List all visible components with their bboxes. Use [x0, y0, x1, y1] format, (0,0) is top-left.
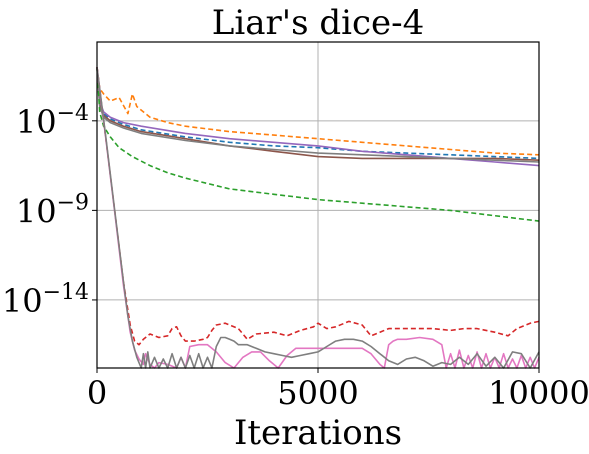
x-tick-label-2: 10000 [488, 374, 589, 412]
chart-title: Liar's dice-4 [212, 3, 425, 43]
grid [96, 42, 540, 368]
series-line-8 [96, 66, 540, 369]
y-tick-label-0: 10−4 [16, 101, 89, 141]
x-ticks: 0 5000 10000 [87, 368, 589, 412]
series-line-4 [96, 67, 540, 163]
series-line-3 [96, 67, 540, 161]
y-ticks: 10−4 10−9 10−14 [2, 101, 97, 320]
series-line-1 [96, 67, 540, 160]
y-tick-label-1: 10−9 [16, 190, 89, 230]
series-line-6 [96, 67, 540, 346]
x-tick-label-1: 5000 [277, 374, 358, 412]
x-axis-label: Iterations [234, 413, 402, 453]
x-tick-label-0: 0 [87, 374, 107, 412]
series-line-5 [96, 67, 540, 222]
y-tick-label-2: 10−14 [2, 280, 89, 320]
series-line-2 [96, 67, 540, 167]
series-layer [96, 66, 540, 369]
